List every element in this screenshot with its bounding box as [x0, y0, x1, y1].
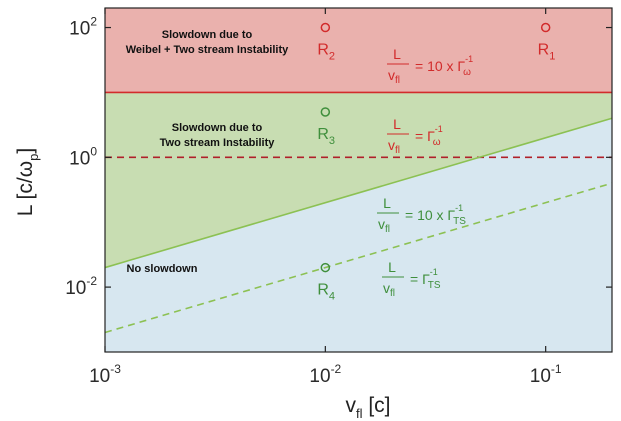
y-tick-label: 100: [69, 144, 97, 169]
data-points: R1 R2 R3 R4: [317, 22, 556, 303]
boundary-lines: [104, 91, 613, 334]
point-label-r3: R3: [317, 126, 335, 147]
x-tick-label: 10-1: [530, 362, 562, 387]
y-axis-label: L [c/ωp]: [14, 148, 41, 216]
fraction-denominator: vfl: [388, 67, 400, 86]
equation-rhs: = 10 x Γ-1 ω: [415, 54, 473, 78]
axes-box: [104, 7, 613, 353]
plot-regions: [105, 8, 612, 352]
y-tick-label: 10-2: [65, 274, 97, 299]
point-marker-r2: [320, 22, 331, 33]
plot-frame: [104, 7, 613, 353]
region-labels: Slowdown due to Weibel + Two stream Insta…: [126, 29, 289, 275]
equation-rhs: = Γ-1 TS: [410, 267, 441, 291]
fraction-numerator: L: [393, 46, 401, 62]
point-label-r2: R2: [317, 42, 335, 63]
weibel-region: [105, 8, 612, 93]
fraction-numerator: L: [393, 116, 401, 132]
fraction-denominator: vfl: [383, 280, 395, 299]
fraction-denominator: vfl: [378, 216, 390, 235]
two-stream-boundary-line: [104, 117, 613, 269]
region-label-3: No slowdown: [127, 263, 198, 275]
region-label-1: Slowdown due to Weibel + Two stream Insta…: [126, 29, 289, 56]
point-marker-r3: [320, 107, 331, 117]
x-tick-label: 10-3: [89, 362, 121, 387]
region-label-2: Slowdown due to Two stream Instability: [160, 122, 276, 149]
equation-rhs: = Γ-1 ω: [415, 124, 443, 148]
tick-labels: 10-3 10-2 10-1 10-2 100 102: [65, 8, 612, 387]
x-tick-label: 10-2: [309, 362, 341, 387]
point-label-r4: R4: [317, 282, 335, 303]
fraction-numerator: L: [388, 259, 396, 275]
point-marker-r4: [320, 262, 331, 273]
two-stream-threshold-dashed-line: [104, 182, 613, 334]
fraction-numerator: L: [383, 195, 391, 211]
two-stream-region: [105, 92, 612, 268]
fraction-denominator: vfl: [388, 137, 400, 156]
x-axis-label: vfl [c]: [345, 394, 390, 421]
point-label-r1: R1: [538, 42, 556, 63]
equation-rhs: = 10 x Γ-1 TS: [405, 203, 466, 227]
point-marker-r1: [540, 22, 551, 33]
y-tick-label: 102: [69, 15, 97, 40]
